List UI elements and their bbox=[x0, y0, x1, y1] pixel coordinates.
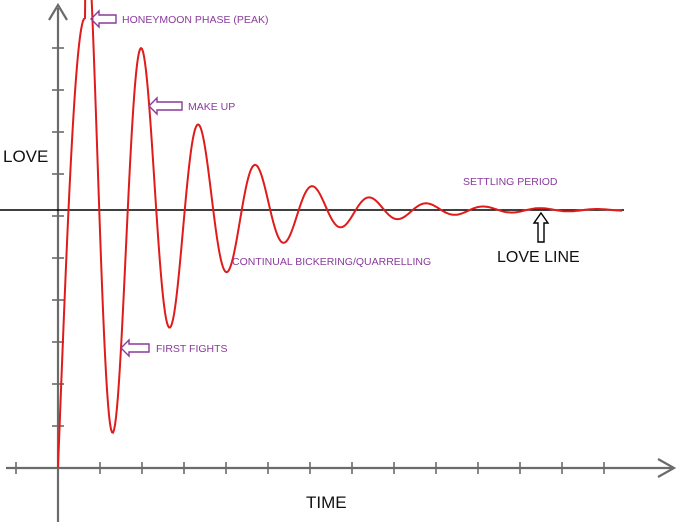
x-axis-ticks bbox=[15, 462, 605, 474]
y-axis bbox=[48, 2, 68, 522]
love-curve bbox=[57, 0, 623, 469]
left-hollow-arrow-icon bbox=[148, 96, 183, 116]
honeymoon-label: HONEYMOON PHASE (PEAK) bbox=[122, 14, 268, 26]
y-axis-label: LOVE bbox=[3, 147, 48, 166]
first-fights-label: FIRST FIGHTS bbox=[156, 343, 228, 355]
make-up-annotation: MAKE UP bbox=[148, 96, 235, 116]
left-hollow-arrow-icon bbox=[90, 9, 117, 29]
y-axis-arrowhead bbox=[48, 2, 68, 21]
x-axis bbox=[6, 458, 677, 478]
x-axis-label: TIME bbox=[306, 493, 347, 512]
love-line-marker: LOVE LINE bbox=[497, 211, 580, 266]
make-up-label: MAKE UP bbox=[188, 101, 235, 113]
honeymoon-annotation: HONEYMOON PHASE (PEAK) bbox=[90, 9, 268, 29]
left-hollow-arrow-icon bbox=[120, 338, 150, 358]
bickering-label: CONTINUAL BICKERING/QUARRELLING bbox=[232, 256, 431, 268]
love-line-label: LOVE LINE bbox=[497, 249, 580, 266]
x-axis-arrowhead bbox=[657, 458, 677, 478]
first-fights-annotation: FIRST FIGHTS bbox=[120, 338, 228, 358]
settling-label: SETTLING PERIOD bbox=[463, 176, 558, 188]
up-hollow-arrow-icon bbox=[532, 211, 550, 243]
